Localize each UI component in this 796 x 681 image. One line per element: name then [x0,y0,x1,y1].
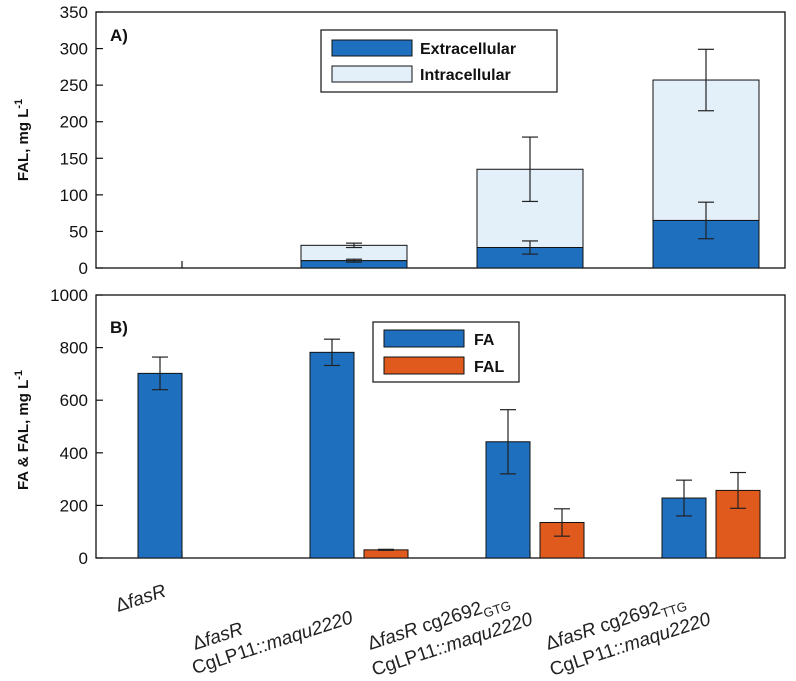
legend-swatch-fal [383,356,465,375]
legend-swatch-fa [383,329,465,348]
bar-extracellular-3 [652,219,760,269]
panel-b-ylabel-text: FA & FAL, mg L [15,380,32,490]
legend-label-fa: FA [474,332,495,349]
legend-swatch-extracellular [331,39,413,57]
category-label-3: ΔfasR cg2692TTG CgLP11::maqu2220 [543,598,714,681]
panel-b-legend: FA FAL [372,321,520,383]
category-1-line2b: maqu2220 [264,607,356,655]
category-label-0: ΔfasR [113,581,169,617]
bar-fal-1 [363,549,409,559]
svg-text:ΔfasR: ΔfasR [113,581,169,617]
panel-b-ytick-label-2: 400 [60,444,88,463]
panel-b-ytick-label-5: 1000 [50,286,88,305]
panel-a-ytick-label-1: 50 [69,222,88,241]
panel-b-ytick-label-3: 600 [60,391,88,410]
panel-a-ytick-label-2: 100 [60,186,88,205]
panel-b-ytick-label-1: 200 [60,496,88,515]
category-label-2: ΔfasR cg2692GTG CgLP11::maqu2220 [365,598,536,681]
panel-a-ytick-label-3: 150 [60,149,88,168]
panel-a-bars [300,48,760,269]
panel-a-y-axis: 0 50 100 150 200 250 300 350 [60,3,707,278]
panel-b-ytick-label-0: 0 [79,549,88,568]
panel-a-ytick-label-5: 250 [60,76,88,95]
panel-b-ylabel-sup: -1 [13,370,25,380]
panel-b-ylabel: FA & FAL, mg L-1 [13,370,32,490]
panel-a-ytick-label-0: 0 [79,259,88,278]
panel-a-ylabel-sup: -1 [13,99,25,109]
legend-label-extracellular: Extracellular [420,41,516,58]
x-axis-category-labels: ΔfasR ΔfasR CgLP11::maqu2220 ΔfasR cg269… [113,581,714,681]
panel-b-label: B) [110,318,128,337]
legend-label-fal: FAL [474,359,504,376]
panel-b-ytick-label-4: 800 [60,339,88,358]
panel-a-ylabel-text: FAL, mg L [15,109,32,182]
panel-b-bars [137,338,761,559]
panel-b: B) FA & FAL, mg L-1 0 200 400 600 800 1000 FA… [13,286,786,568]
bar-fa-0 [137,372,183,559]
panel-a-ylabel: FAL, mg L-1 [13,99,32,181]
legend-label-intracellular: Intracellular [420,67,511,84]
panel-a-legend: Extracellular Intracellular [320,29,558,93]
legend-swatch-intracellular [331,65,413,83]
panel-a-ytick-label-7: 350 [60,3,88,22]
panel-a: A) FAL, mg L-1 0 50 100 150 200 250 300 350 Ext… [13,3,786,278]
category-label-1: ΔfasR CgLP11::maqu2220 [190,607,356,679]
category-0-name: fasR [125,581,169,613]
panel-a-ytick-label-6: 300 [60,40,88,59]
bar-fa-1 [309,351,355,559]
panel-a-ytick-label-4: 200 [60,113,88,132]
panel-b-y-axis: 0 200 400 600 800 1000 [50,286,707,568]
panel-a-label: A) [110,26,128,45]
